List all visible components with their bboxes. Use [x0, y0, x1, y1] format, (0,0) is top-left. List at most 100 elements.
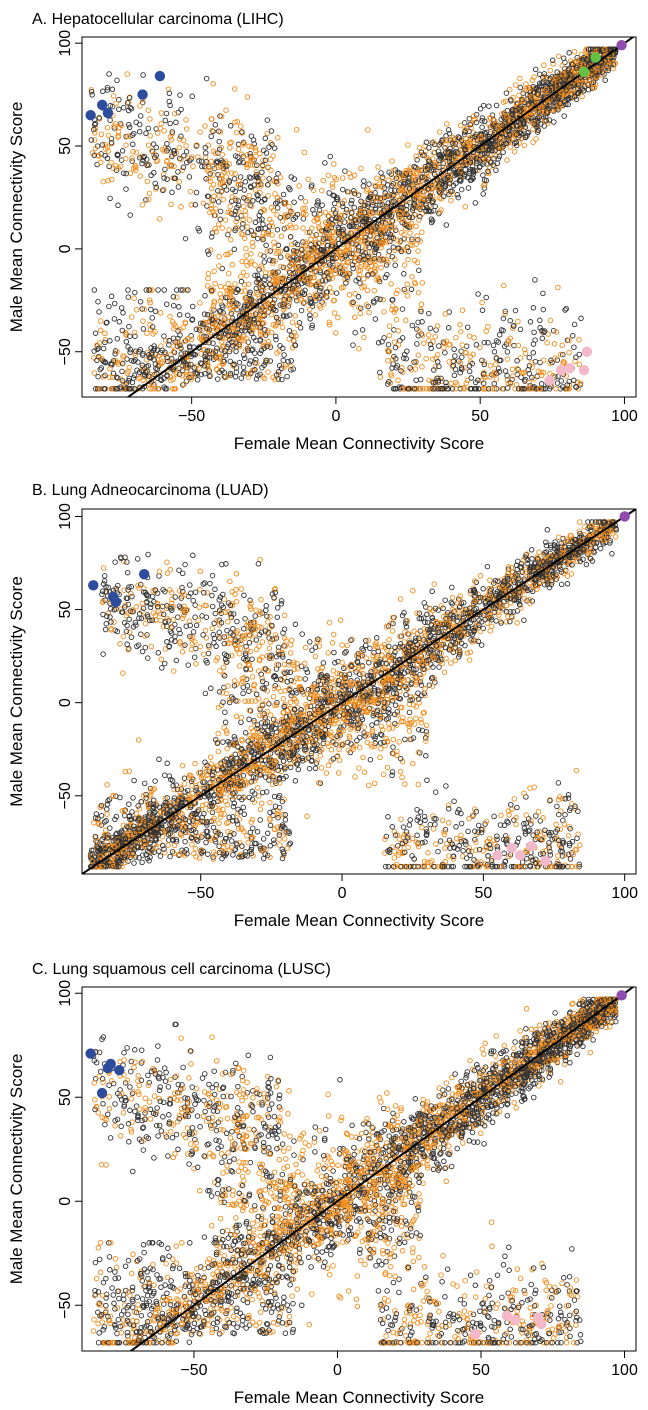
background-point: [565, 67, 571, 73]
background-point: [602, 57, 608, 64]
background-point: [448, 380, 454, 387]
background-point: [530, 126, 536, 133]
background-point: [432, 364, 439, 370]
background-point: [260, 236, 266, 243]
background-point: [386, 332, 393, 339]
background-point: [367, 210, 374, 217]
background-point: [116, 96, 122, 103]
background-point: [212, 212, 219, 219]
background-point: [459, 307, 466, 313]
background-point: [388, 223, 394, 230]
background-point: [174, 294, 180, 301]
background-point: [373, 635, 380, 641]
background-point: [231, 246, 238, 253]
background-point: [520, 98, 527, 104]
background-point: [163, 337, 169, 344]
background-point: [225, 280, 231, 287]
background-point: [136, 121, 143, 128]
background-point: [265, 369, 271, 375]
background-point: [514, 358, 520, 364]
background-point: [215, 221, 222, 228]
scatter-points: [82, 509, 636, 874]
background-point: [436, 363, 442, 370]
background-point: [249, 328, 256, 334]
background-point: [386, 636, 392, 643]
background-point: [272, 333, 279, 340]
background-point: [124, 100, 131, 106]
background-point: [498, 327, 505, 333]
background-point: [114, 77, 120, 84]
background-point: [126, 121, 132, 128]
background-point: [419, 364, 425, 370]
background-point: [526, 379, 532, 386]
background-point: [417, 238, 424, 244]
background-point: [272, 323, 279, 329]
background-point: [140, 326, 147, 332]
background-point: [509, 366, 516, 373]
background-point: [458, 137, 465, 143]
background-point: [97, 159, 104, 166]
background-point: [456, 358, 462, 364]
background-point: [153, 365, 159, 372]
background-point: [91, 130, 98, 136]
background-point: [336, 215, 343, 222]
background-point: [539, 80, 545, 86]
background-point: [276, 348, 283, 354]
background-point: [468, 386, 475, 392]
background-point: [463, 380, 470, 386]
background-point: [375, 183, 381, 190]
background-point: [296, 287, 303, 293]
background-point: [410, 175, 416, 181]
background-point: [253, 376, 260, 382]
background-point: [361, 283, 367, 290]
background-point: [443, 379, 449, 386]
background-point: [117, 163, 124, 169]
background-point: [562, 307, 568, 313]
background-point: [114, 348, 120, 355]
background-point: [483, 177, 490, 184]
background-point: [308, 252, 314, 258]
background-point: [189, 303, 196, 310]
background-point: [313, 283, 320, 290]
background-point: [157, 376, 164, 383]
background-point: [155, 353, 162, 359]
background-point: [320, 236, 327, 242]
background-point: [591, 85, 598, 91]
background-point: [316, 207, 323, 213]
background-point: [354, 217, 361, 224]
background-point: [572, 358, 578, 364]
background-point: [521, 346, 528, 353]
background-point: [441, 193, 447, 200]
background-point: [353, 190, 359, 197]
background-point: [557, 100, 563, 107]
background-point: [436, 141, 443, 148]
background-point: [374, 256, 381, 262]
background-point: [272, 191, 278, 197]
background-point: [374, 175, 380, 181]
background-point: [352, 217, 359, 224]
background-point: [271, 239, 277, 245]
background-point: [399, 364, 405, 371]
background-point: [488, 126, 494, 132]
background-point: [166, 98, 173, 105]
background-point: [516, 105, 522, 111]
background-point: [241, 140, 247, 147]
background-point: [108, 159, 114, 166]
background-point: [459, 342, 466, 348]
background-point: [304, 277, 311, 284]
background-point: [209, 163, 216, 170]
background-point: [150, 141, 157, 147]
background-point: [264, 182, 271, 188]
background-point: [127, 333, 133, 339]
background-point: [102, 359, 108, 365]
background-point: [451, 346, 457, 353]
background-point: [412, 281, 419, 287]
background-point: [235, 209, 242, 215]
background-point: [236, 178, 242, 184]
background-point: [300, 300, 307, 306]
background-point: [552, 355, 558, 361]
background-point: [522, 134, 529, 140]
background-point: [467, 159, 474, 166]
background-point: [332, 270, 338, 277]
background-point: [176, 155, 183, 162]
